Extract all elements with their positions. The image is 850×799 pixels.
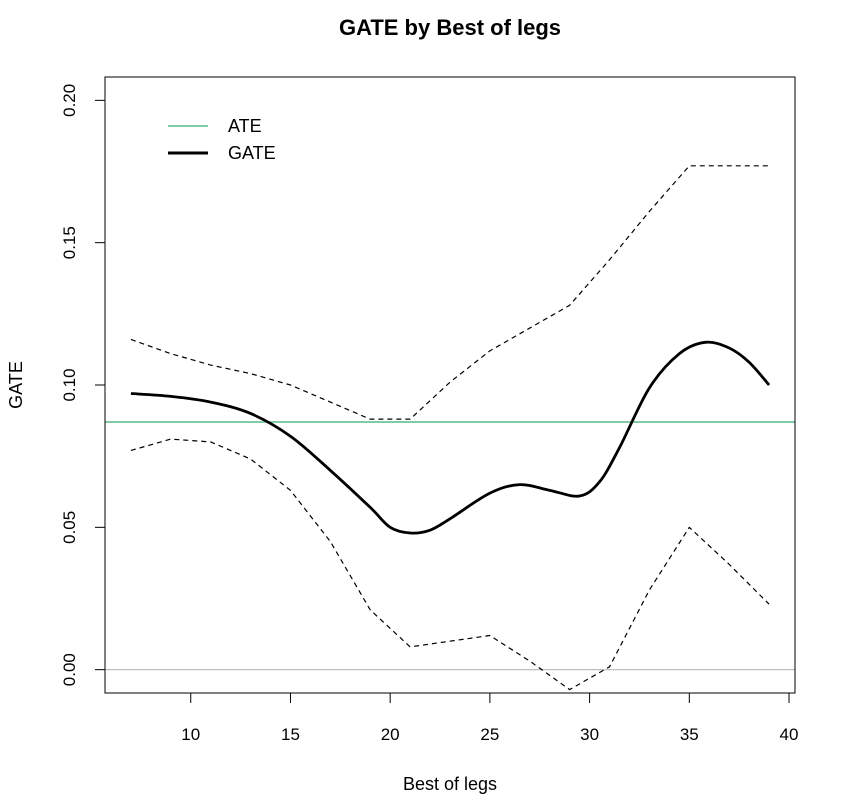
plot-marks — [105, 165, 795, 691]
x-axis: 10 15 20 25 30 35 40 — [181, 692, 799, 744]
y-tick-label: 0.00 — [60, 653, 79, 686]
series-gate-line — [130, 340, 771, 535]
y-tick-label: 0.20 — [60, 84, 79, 117]
x-tick-label: 10 — [181, 725, 200, 744]
chart-title: GATE by Best of legs — [339, 15, 561, 40]
plot-frame — [104, 76, 796, 694]
x-tick-label: 35 — [680, 725, 699, 744]
x-tick-label: 15 — [281, 725, 300, 744]
series-upper-ci-line — [130, 165, 770, 420]
legend-label-ate: ATE — [228, 116, 262, 136]
y-tick-label: 0.05 — [60, 511, 79, 544]
legend-label-gate: GATE — [228, 143, 276, 163]
x-tick-label: 40 — [780, 725, 799, 744]
x-tick-label: 20 — [381, 725, 400, 744]
legend: ATE GATE — [168, 116, 276, 163]
x-tick-label: 30 — [580, 725, 599, 744]
y-tick-label: 0.10 — [60, 368, 79, 401]
y-axis-label: GATE — [6, 361, 26, 409]
y-axis: 0.00 0.05 0.10 0.15 0.20 — [60, 84, 106, 686]
y-tick-label: 0.15 — [60, 226, 79, 259]
series-lower-ci-line — [130, 438, 770, 691]
x-tick-label: 25 — [480, 725, 499, 744]
x-axis-label: Best of legs — [403, 774, 497, 794]
